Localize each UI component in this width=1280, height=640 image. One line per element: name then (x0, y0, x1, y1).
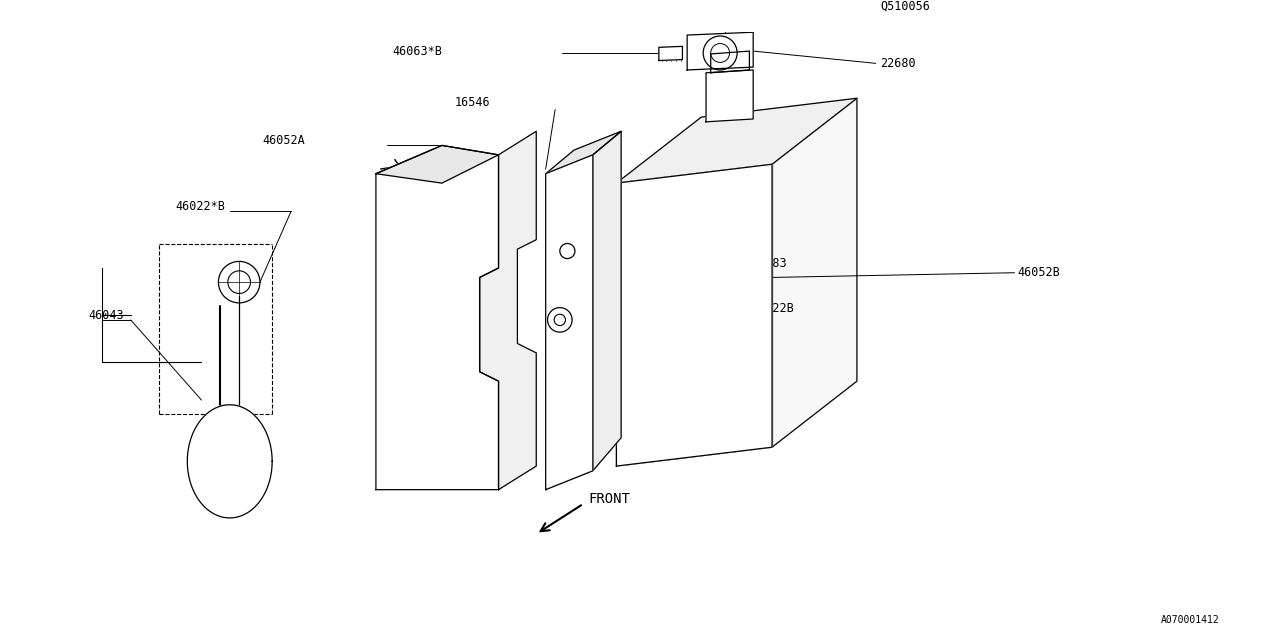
Polygon shape (376, 145, 498, 490)
Polygon shape (480, 131, 536, 490)
Polygon shape (772, 99, 856, 447)
Text: 46063*B: 46063*B (392, 45, 442, 58)
Polygon shape (707, 70, 753, 122)
Text: 46083: 46083 (751, 257, 787, 270)
Text: 46052B: 46052B (1018, 266, 1060, 279)
Text: FRONT: FRONT (588, 492, 630, 506)
Text: 16546: 16546 (454, 97, 490, 109)
Polygon shape (659, 46, 682, 61)
Text: 46052A: 46052A (262, 134, 305, 147)
Polygon shape (545, 155, 593, 490)
Polygon shape (376, 145, 498, 183)
Polygon shape (617, 164, 772, 466)
Text: 22680: 22680 (881, 57, 916, 70)
Polygon shape (593, 131, 621, 471)
Polygon shape (617, 99, 856, 183)
Text: 46043: 46043 (88, 308, 124, 322)
Text: A070001412: A070001412 (1161, 614, 1220, 625)
Polygon shape (710, 51, 749, 73)
Polygon shape (187, 404, 273, 518)
Text: 46022*B: 46022*B (175, 200, 225, 213)
Polygon shape (687, 32, 753, 70)
Text: 46022B: 46022B (751, 302, 794, 315)
Text: Q510056: Q510056 (881, 0, 931, 12)
Polygon shape (545, 131, 621, 173)
